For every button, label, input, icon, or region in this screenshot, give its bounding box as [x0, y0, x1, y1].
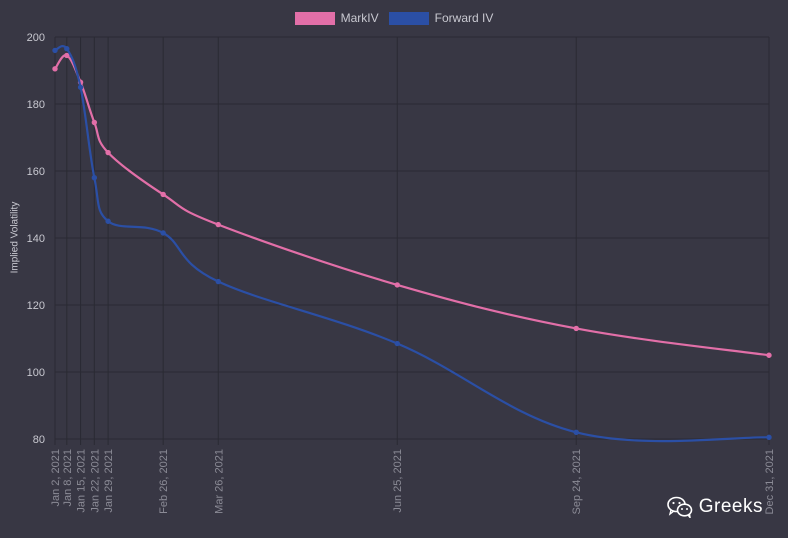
- legend-label-forward-iv: Forward IV: [434, 11, 494, 25]
- y-tick-label: 200: [27, 32, 45, 44]
- data-point-forward-iv: [394, 340, 400, 347]
- y-tick-label: 140: [27, 233, 45, 245]
- series-line-forward-iv: [54, 45, 770, 443]
- data-point-forward-iv: [105, 218, 111, 224]
- y-tick-label: 120: [27, 300, 45, 312]
- data-point-markiv: [64, 52, 70, 59]
- data-point-markiv: [52, 66, 58, 72]
- x-tick-label: Jan 2, 2021: [50, 449, 62, 507]
- y-tick-label: 160: [27, 166, 45, 178]
- data-point-forward-iv: [215, 278, 221, 285]
- x-tick-label: Jun 25, 2021: [392, 449, 404, 513]
- legend-swatch-forward-iv: [388, 11, 429, 25]
- legend-swatch-markiv: [294, 11, 335, 25]
- x-tick-label: Jan 22, 2021: [89, 449, 101, 513]
- y-tick-label: 180: [27, 99, 45, 111]
- watermark: Greeks: [666, 496, 763, 518]
- data-point-forward-iv: [64, 46, 70, 52]
- data-point-forward-iv: [91, 175, 98, 181]
- data-point-markiv: [215, 221, 221, 228]
- x-tick-label: Feb 26, 2021: [158, 449, 170, 514]
- x-tick-label: Sep 24, 2021: [571, 449, 583, 514]
- data-point-forward-iv: [52, 47, 58, 54]
- wechat-icon: [666, 496, 693, 518]
- series-line-markiv: [54, 54, 770, 357]
- data-point-markiv: [105, 149, 111, 156]
- x-tick-label: Jan 8, 2021: [62, 449, 74, 507]
- data-point-markiv: [766, 352, 772, 358]
- legend-item-markiv[interactable]: MarkIV: [294, 11, 379, 25]
- x-tick-label: Jan 29, 2021: [103, 449, 115, 513]
- data-point-markiv: [160, 191, 166, 198]
- data-point-forward-iv: [160, 230, 166, 236]
- data-point-markiv: [91, 119, 98, 126]
- y-tick-label: 80: [33, 434, 45, 446]
- data-point-forward-iv: [766, 434, 772, 441]
- data-point-forward-iv: [77, 84, 84, 90]
- watermark-text: Greeks: [698, 496, 763, 517]
- chart-legend: MarkIV Forward IV: [0, 11, 788, 25]
- data-point-forward-iv: [573, 429, 579, 435]
- y-tick-label: 100: [27, 367, 45, 379]
- data-point-markiv: [394, 282, 400, 288]
- legend-item-forward-iv[interactable]: Forward IV: [388, 11, 494, 25]
- x-tick-label: Mar 26, 2021: [213, 449, 225, 514]
- x-tick-label: Jan 15, 2021: [76, 449, 88, 513]
- data-point-markiv: [573, 325, 579, 332]
- legend-label-markiv: MarkIV: [340, 11, 379, 25]
- x-tick-label: Dec 31, 2021: [764, 449, 776, 514]
